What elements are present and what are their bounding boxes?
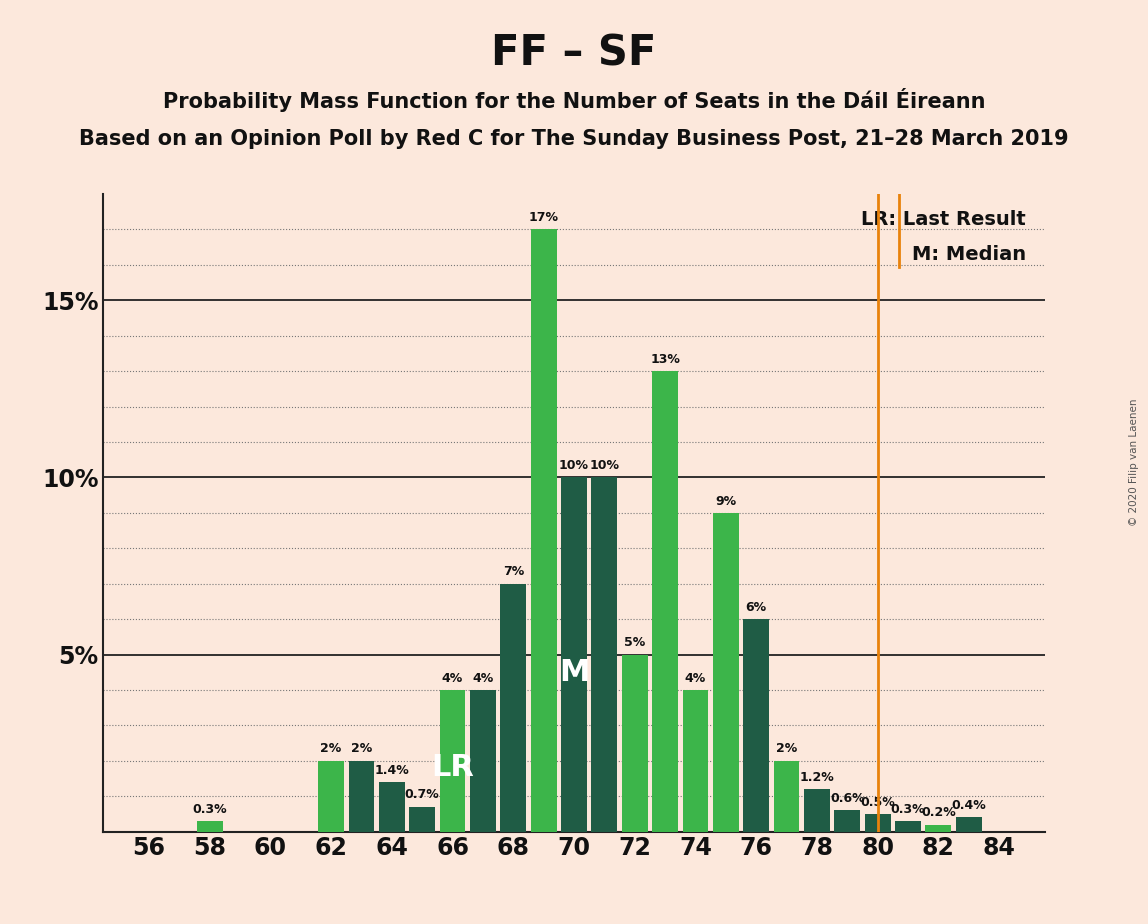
Text: LR: Last Result: LR: Last Result bbox=[861, 210, 1026, 229]
Text: Probability Mass Function for the Number of Seats in the Dáil Éireann: Probability Mass Function for the Number… bbox=[163, 88, 985, 112]
Text: 4%: 4% bbox=[472, 672, 494, 685]
Bar bbox=[409, 807, 435, 832]
Text: 0.3%: 0.3% bbox=[891, 803, 925, 816]
Bar bbox=[349, 760, 374, 832]
Text: 2%: 2% bbox=[776, 743, 797, 756]
Text: 0.5%: 0.5% bbox=[860, 796, 895, 808]
Text: 0.6%: 0.6% bbox=[830, 792, 864, 805]
Bar bbox=[196, 821, 223, 832]
Bar bbox=[925, 824, 952, 832]
Bar bbox=[591, 478, 618, 832]
Bar bbox=[470, 690, 496, 832]
Text: 4%: 4% bbox=[685, 672, 706, 685]
Text: FF – SF: FF – SF bbox=[491, 32, 657, 74]
Bar bbox=[652, 371, 678, 832]
Text: 1.2%: 1.2% bbox=[799, 771, 835, 784]
Bar bbox=[561, 478, 587, 832]
Text: 0.3%: 0.3% bbox=[193, 803, 227, 816]
Text: 13%: 13% bbox=[650, 353, 680, 366]
Bar bbox=[835, 810, 860, 832]
Bar bbox=[743, 619, 769, 832]
Text: M: M bbox=[559, 658, 589, 687]
Text: 10%: 10% bbox=[589, 459, 620, 472]
Bar bbox=[895, 821, 921, 832]
Text: 7%: 7% bbox=[503, 565, 523, 578]
Bar bbox=[440, 690, 465, 832]
Bar bbox=[318, 760, 344, 832]
Text: 9%: 9% bbox=[715, 494, 736, 507]
Text: 6%: 6% bbox=[746, 601, 767, 614]
Text: Based on an Opinion Poll by Red C for The Sunday Business Post, 21–28 March 2019: Based on an Opinion Poll by Red C for Th… bbox=[79, 129, 1069, 150]
Text: 0.2%: 0.2% bbox=[921, 807, 956, 820]
Bar bbox=[379, 782, 405, 832]
Text: M: Median: M: Median bbox=[912, 245, 1026, 264]
Bar bbox=[864, 814, 891, 832]
Bar bbox=[501, 584, 526, 832]
Bar bbox=[713, 513, 739, 832]
Text: 10%: 10% bbox=[559, 459, 589, 472]
Text: 2%: 2% bbox=[351, 743, 372, 756]
Bar bbox=[956, 818, 982, 832]
Text: 5%: 5% bbox=[625, 637, 645, 650]
Bar bbox=[530, 229, 557, 832]
Bar bbox=[804, 789, 830, 832]
Text: 17%: 17% bbox=[528, 212, 559, 225]
Text: © 2020 Filip van Laenen: © 2020 Filip van Laenen bbox=[1130, 398, 1139, 526]
Text: LR: LR bbox=[432, 753, 474, 783]
Text: 2%: 2% bbox=[320, 743, 342, 756]
Text: 4%: 4% bbox=[442, 672, 463, 685]
Bar bbox=[683, 690, 708, 832]
Text: 0.4%: 0.4% bbox=[952, 799, 986, 812]
Bar bbox=[622, 654, 647, 832]
Bar bbox=[774, 760, 799, 832]
Text: 1.4%: 1.4% bbox=[374, 764, 409, 777]
Text: 0.7%: 0.7% bbox=[405, 788, 440, 801]
